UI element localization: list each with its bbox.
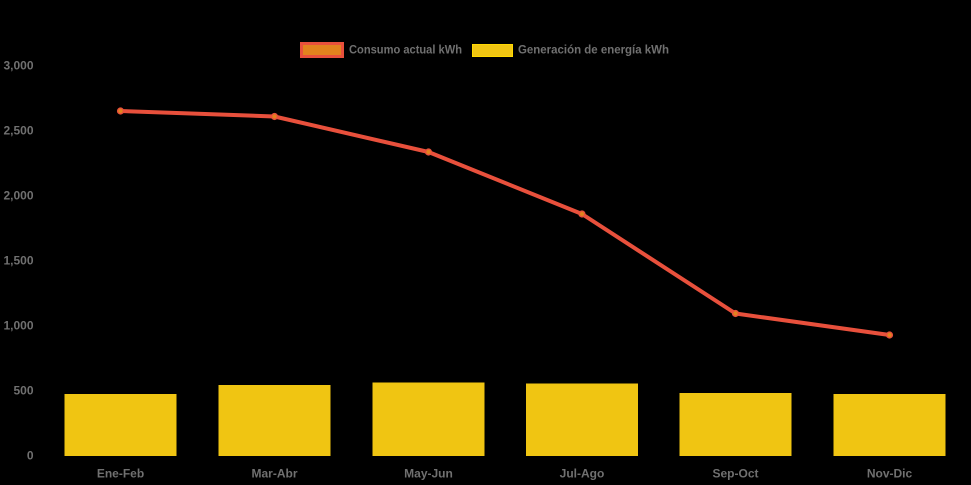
- svg-text:3,000: 3,000: [3, 59, 33, 73]
- svg-text:Jul-Ago: Jul-Ago: [560, 467, 605, 481]
- svg-text:2,000: 2,000: [3, 189, 33, 203]
- svg-text:1,000: 1,000: [3, 319, 33, 333]
- svg-text:500: 500: [13, 384, 33, 398]
- svg-text:1,500: 1,500: [3, 254, 33, 268]
- svg-text:Consumo actual kWh: Consumo actual kWh: [349, 43, 462, 57]
- svg-text:Sep-Oct: Sep-Oct: [712, 467, 758, 481]
- svg-text:0: 0: [27, 449, 34, 463]
- svg-text:2,500: 2,500: [3, 124, 33, 138]
- svg-text:Ene-Feb: Ene-Feb: [97, 467, 144, 481]
- svg-text:Mar-Abr: Mar-Abr: [251, 467, 297, 481]
- svg-text:Nov-Dic: Nov-Dic: [867, 467, 913, 481]
- svg-text:Generación de energía kWh: Generación de energía kWh: [518, 43, 669, 57]
- svg-text:May-Jun: May-Jun: [404, 467, 453, 481]
